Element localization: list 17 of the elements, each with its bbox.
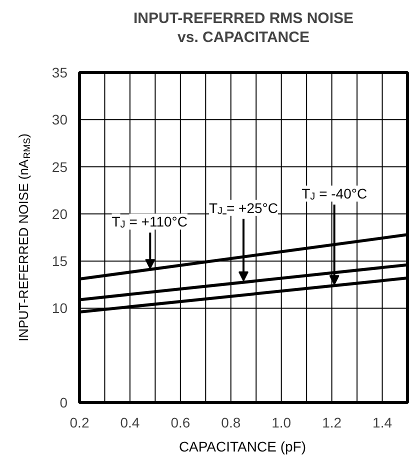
chart-title: INPUT-REFERRED RMS NOISE vs. CAPACITANCE [133, 10, 354, 46]
y-tick-label: 0 [60, 394, 68, 410]
x-tick-label: 0.6 [170, 414, 190, 430]
y-tick-label: 35 [52, 64, 68, 80]
x-tick-label: 0.2 [70, 414, 90, 430]
x-tick-label: 1.2 [322, 414, 342, 430]
x-tick-label: 0.4 [120, 414, 140, 430]
y-tick-label: 25 [52, 158, 68, 175]
y-tick-label: 30 [52, 112, 68, 128]
y-tick-label: 10 [52, 300, 68, 316]
y-axis-title: INPUT-REFERRED NOISE (nARMS) [16, 134, 32, 342]
y-tick-label: 15 [52, 253, 68, 270]
x-tick-label: 0.8 [221, 414, 241, 430]
x-tick-label: 1.0 [272, 414, 292, 430]
x-axis-title: CAPACITANCE (pF) [178, 438, 306, 454]
y-tick-label: 20 [52, 206, 68, 222]
x-tick-label: 1.4 [372, 414, 392, 430]
